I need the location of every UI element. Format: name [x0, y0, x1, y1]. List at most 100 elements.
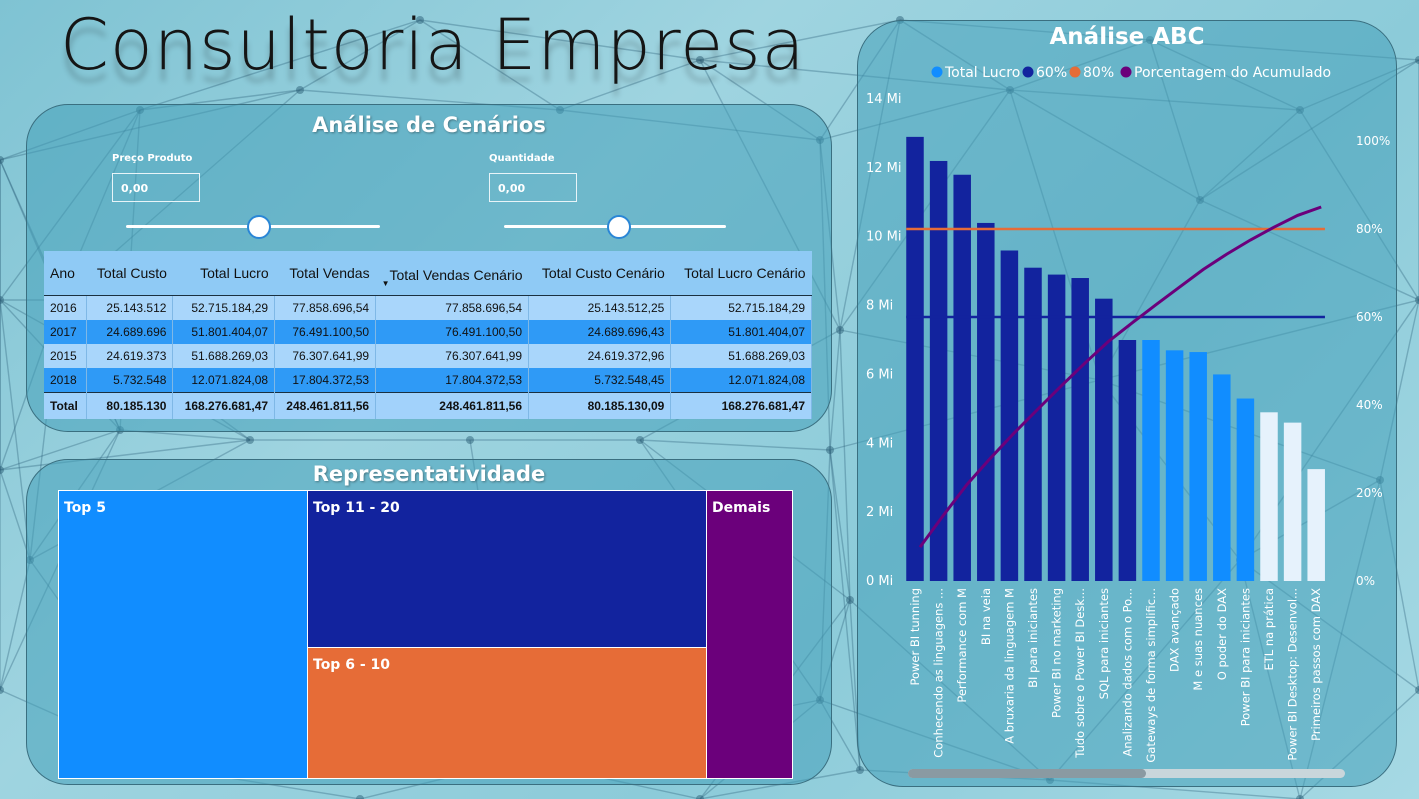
total-cell: 80.185.130,09	[528, 392, 672, 419]
x-tick-label: Power BI Desktop: Desenvol...	[1286, 588, 1300, 761]
column-header[interactable]: Ano	[44, 251, 87, 296]
table-row[interactable]: 2015 24.619.373 51.688.269,03 76.307.641,99…	[44, 344, 812, 368]
bar[interactable]	[1142, 340, 1160, 581]
treemap-top6-10[interactable]: Top 6 - 10	[307, 647, 707, 779]
treemap-top5[interactable]: Top 5	[58, 490, 308, 779]
total-cell: 248.461.811,56	[375, 392, 530, 419]
column-header[interactable]: Total Vendas	[274, 251, 376, 296]
table-cell: 24.689.696	[86, 320, 174, 344]
column-header[interactable]: Total Custo Cenário	[528, 251, 671, 296]
table-cell: 17.804.372,53	[375, 368, 530, 393]
chart-title: Análise ABC	[1050, 24, 1205, 50]
bar[interactable]	[1071, 278, 1089, 581]
page-title: Consultoria Empresa	[60, 4, 806, 86]
qty-input[interactable]: 0,00	[489, 173, 577, 202]
x-tick-label: Conhecendo as linguagens ...	[932, 588, 946, 758]
bar[interactable]	[1024, 267, 1042, 581]
network-node	[696, 795, 704, 799]
treemap-title: Representatividade	[312, 462, 546, 486]
y2-tick-label: 100%	[1356, 134, 1390, 148]
table-row[interactable]: 2016 25.143.512 52.715.184,29 77.858.696,54…	[44, 295, 812, 320]
network-line	[419, 19, 701, 61]
network-node	[1415, 686, 1419, 694]
table-cell: 2017	[44, 320, 87, 344]
network-node	[0, 466, 4, 474]
network-node	[696, 56, 704, 64]
x-tick-label: ETL na prática	[1262, 588, 1276, 671]
table-cell: 51.801.404,07	[670, 320, 812, 344]
network-line	[0, 299, 31, 561]
table-cell: 2018	[44, 368, 87, 393]
x-tick-label: M e suas nuances	[1191, 588, 1205, 691]
bar[interactable]	[1047, 274, 1066, 581]
x-tick-label: Analizando dados com o Po...	[1120, 588, 1134, 757]
legend-label: Total Lucro	[944, 65, 1020, 81]
qty-slider-thumb[interactable]	[607, 215, 631, 239]
bar[interactable]	[1095, 298, 1113, 581]
network-line	[829, 449, 851, 601]
bar[interactable]	[1213, 374, 1231, 581]
network-line	[639, 439, 831, 451]
network-line	[419, 19, 561, 111]
y2-tick-label: 40%	[1356, 398, 1383, 412]
total-cell: 168.276.681,47	[670, 392, 812, 419]
x-tick-label: O poder do DAX	[1215, 588, 1229, 680]
network-line	[839, 329, 851, 601]
legend-marker	[931, 66, 943, 78]
network-line	[829, 329, 841, 451]
bar[interactable]	[1000, 250, 1019, 581]
table-cell: 77.858.696,54	[375, 295, 530, 320]
table-cell: 51.688.269,03	[670, 344, 812, 368]
network-node	[826, 446, 834, 454]
x-tick-label: BI na veia	[979, 588, 993, 645]
bar[interactable]	[1236, 398, 1255, 581]
table-cell: 76.491.100,50	[375, 320, 530, 344]
bar[interactable]	[906, 136, 924, 581]
treemap-demais[interactable]: Demais	[706, 490, 793, 779]
price-input[interactable]: 0,00	[112, 173, 200, 202]
bar[interactable]	[953, 174, 971, 581]
table-row[interactable]: 2017 24.689.696 51.801.404,07 76.491.100,50…	[44, 320, 812, 344]
network-node	[0, 686, 4, 694]
column-header[interactable]: Total Lucro	[172, 251, 275, 296]
network-node	[296, 86, 304, 94]
column-header[interactable]: Total Vendas Cenário ▼	[375, 251, 529, 296]
x-tick-label: Gateways de forma simplific...	[1144, 588, 1158, 763]
table-cell: 24.619.372,96	[528, 344, 672, 368]
y2-tick-label: 80%	[1356, 222, 1383, 236]
table-cell: 2015	[44, 344, 87, 368]
legend-marker	[1120, 66, 1132, 78]
network-line	[139, 19, 421, 111]
column-header[interactable]: Total Custo	[86, 251, 173, 296]
network-node	[846, 596, 854, 604]
y-tick-label: 6 Mi	[866, 367, 893, 382]
x-tick-label: Power BI tunning	[908, 588, 922, 686]
legend-label: 60%	[1036, 65, 1067, 81]
table-cell: 25.143.512,25	[528, 295, 672, 320]
bar[interactable]	[1260, 412, 1278, 581]
bar[interactable]	[1189, 352, 1207, 581]
table-cell: 5.732.548,45	[528, 368, 672, 393]
table-cell: 51.688.269,03	[172, 344, 276, 368]
price-slider-thumb[interactable]	[247, 215, 271, 239]
table-row[interactable]: 2018 5.732.548 12.071.824,08 17.804.372,53 1…	[44, 368, 812, 393]
table-cell: 77.858.696,54	[274, 295, 377, 320]
bar[interactable]	[977, 222, 995, 581]
bar[interactable]	[1307, 469, 1325, 581]
network-node	[466, 436, 474, 444]
y2-tick-label: 60%	[1356, 310, 1383, 324]
bar[interactable]	[1283, 422, 1302, 581]
table-cell: 52.715.184,29	[670, 295, 812, 320]
bar[interactable]	[1165, 350, 1184, 581]
y-tick-label: 2 Mi	[866, 505, 893, 520]
bar[interactable]	[1118, 340, 1137, 581]
network-line	[0, 559, 31, 691]
legend-label: 80%	[1083, 65, 1114, 81]
scrollbar-thumb[interactable]	[908, 769, 1146, 778]
bar[interactable]	[929, 160, 948, 581]
table-cell: 76.491.100,50	[274, 320, 377, 344]
network-node	[246, 436, 254, 444]
table-cell: 12.071.824,08	[670, 368, 812, 393]
y-tick-label: 4 Mi	[866, 436, 893, 451]
column-header[interactable]: Total Lucro Cenário	[670, 251, 812, 296]
